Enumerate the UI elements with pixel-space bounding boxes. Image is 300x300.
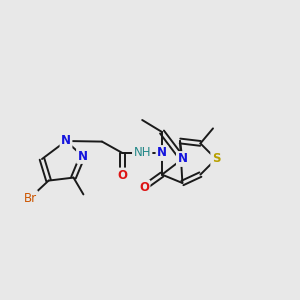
Text: N: N: [157, 146, 167, 160]
Text: NH: NH: [134, 146, 151, 160]
Text: S: S: [212, 152, 220, 166]
Text: N: N: [61, 134, 71, 148]
Text: N: N: [177, 152, 188, 166]
Text: N: N: [77, 149, 88, 163]
Text: O: O: [139, 181, 149, 194]
Text: O: O: [117, 169, 128, 182]
Text: Br: Br: [23, 191, 37, 205]
